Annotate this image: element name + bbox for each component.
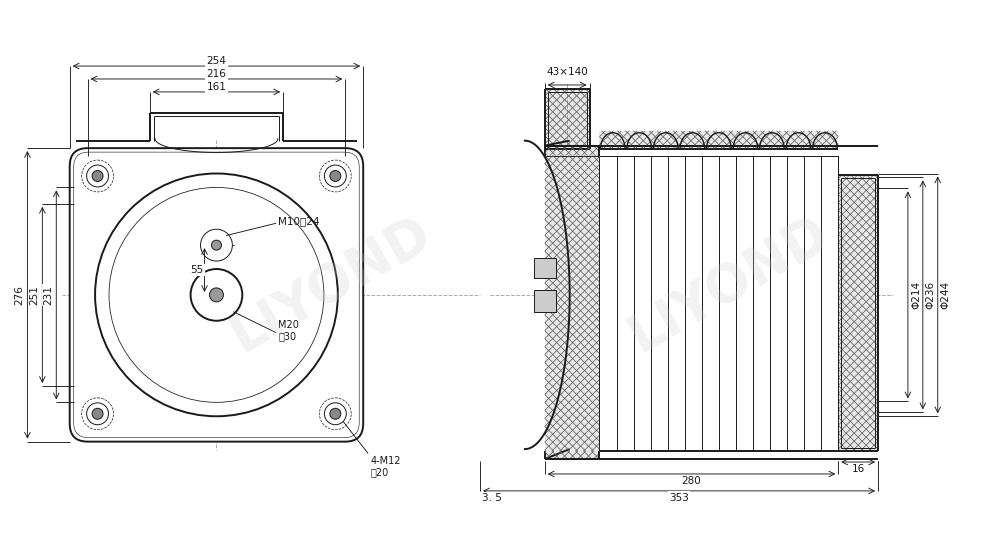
Circle shape xyxy=(87,403,109,425)
Circle shape xyxy=(191,269,242,321)
Text: Φ214: Φ214 xyxy=(911,281,921,309)
Text: M10深24: M10深24 xyxy=(278,217,320,226)
Text: 251: 251 xyxy=(29,285,39,305)
Circle shape xyxy=(324,403,346,425)
Text: Φ236: Φ236 xyxy=(926,281,936,309)
Circle shape xyxy=(92,409,103,419)
Text: 4-M12
深20: 4-M12 深20 xyxy=(370,455,401,477)
Circle shape xyxy=(95,174,338,416)
Text: 254: 254 xyxy=(207,56,226,66)
Polygon shape xyxy=(599,156,838,451)
Circle shape xyxy=(92,170,103,182)
Polygon shape xyxy=(545,451,599,459)
Polygon shape xyxy=(599,131,838,149)
Circle shape xyxy=(87,165,109,187)
Text: M20
深30: M20 深30 xyxy=(278,320,299,342)
Circle shape xyxy=(324,165,346,187)
Text: 231: 231 xyxy=(43,285,53,305)
Polygon shape xyxy=(534,290,556,312)
Text: 55: 55 xyxy=(190,265,203,275)
Text: 280: 280 xyxy=(682,476,701,486)
Text: 353: 353 xyxy=(669,493,689,503)
Circle shape xyxy=(330,170,341,182)
Polygon shape xyxy=(545,156,599,451)
Circle shape xyxy=(209,288,223,302)
Text: 16: 16 xyxy=(852,464,865,474)
Text: 161: 161 xyxy=(207,82,226,92)
Polygon shape xyxy=(838,176,878,451)
Polygon shape xyxy=(534,258,556,278)
Polygon shape xyxy=(545,146,599,156)
Polygon shape xyxy=(545,89,590,149)
Text: LIYOND: LIYOND xyxy=(619,207,838,363)
Circle shape xyxy=(330,409,341,419)
Circle shape xyxy=(211,240,221,250)
Text: 43×140: 43×140 xyxy=(546,67,588,77)
Circle shape xyxy=(109,188,324,403)
Text: LIYOND: LIYOND xyxy=(222,207,440,363)
Text: 276: 276 xyxy=(14,285,24,305)
Circle shape xyxy=(201,229,232,261)
Text: 216: 216 xyxy=(207,69,226,79)
FancyBboxPatch shape xyxy=(70,148,363,442)
Text: 3. 5: 3. 5 xyxy=(482,493,502,503)
Text: Φ244: Φ244 xyxy=(941,281,951,309)
